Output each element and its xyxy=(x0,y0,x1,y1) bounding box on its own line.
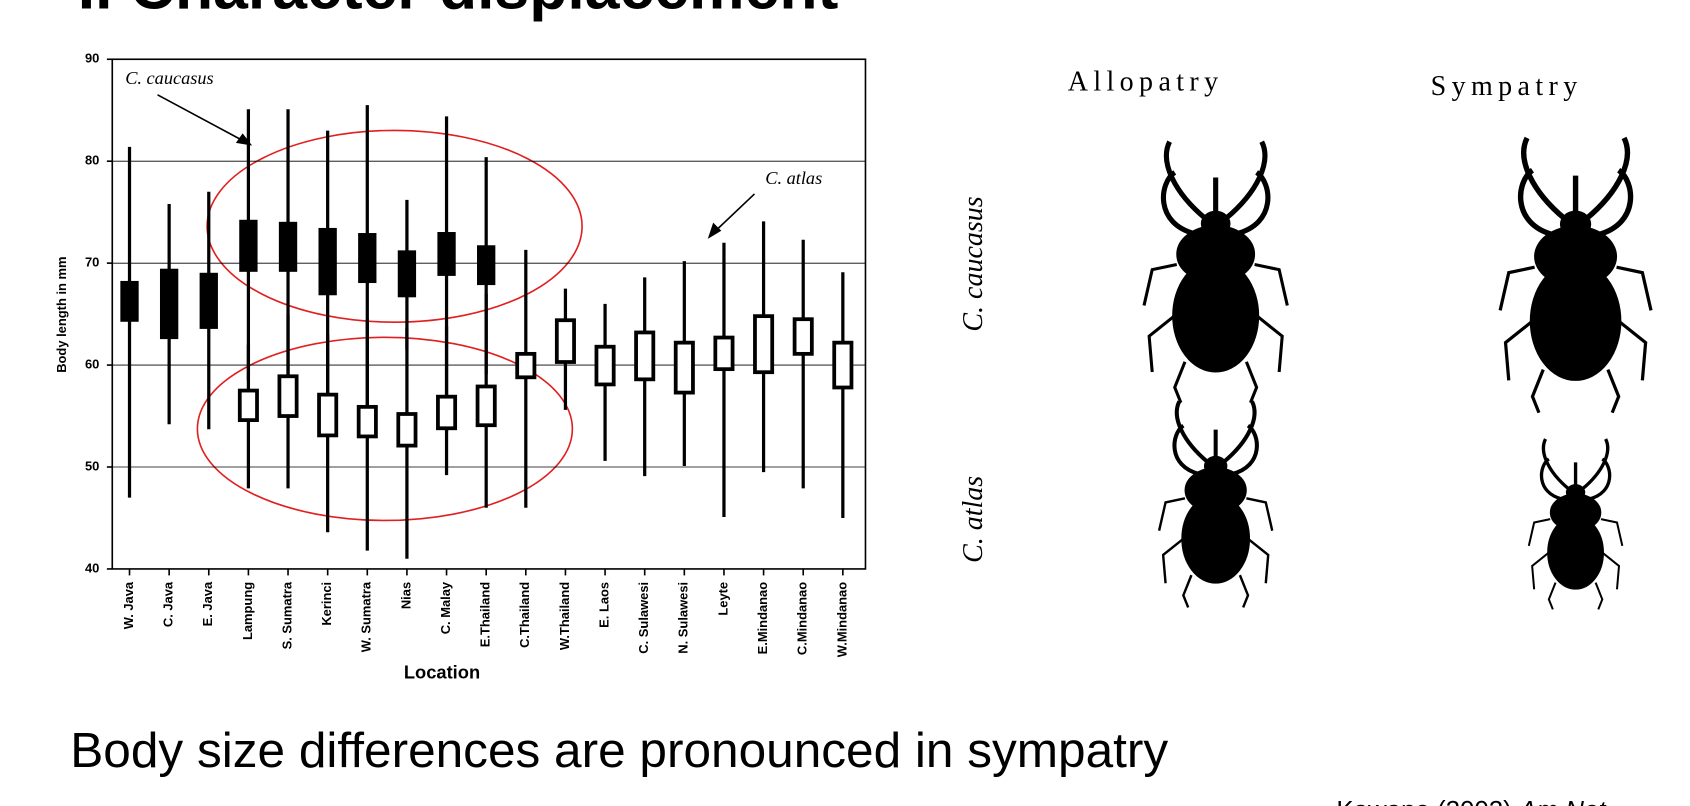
x-tick-label: Nias xyxy=(398,582,413,609)
beetle-head xyxy=(1565,484,1586,501)
beetle xyxy=(1157,400,1274,608)
box xyxy=(199,272,218,329)
y-tick-label: 60 xyxy=(85,356,99,371)
x-tick-label: S. Sumatra xyxy=(279,581,294,649)
box xyxy=(515,351,537,380)
beetle-head xyxy=(1203,455,1228,477)
box xyxy=(237,388,259,423)
box xyxy=(278,221,298,272)
y-tick-label: 50 xyxy=(85,458,99,473)
beetle-photos xyxy=(1142,136,1653,610)
box xyxy=(713,335,735,372)
x-tick-label: W. Sumatra xyxy=(359,581,374,652)
beetle-head xyxy=(1559,210,1592,238)
x-tick-label: E.Mindanao xyxy=(755,582,770,655)
y-tick-label: 70 xyxy=(85,255,99,270)
box xyxy=(277,374,299,418)
box xyxy=(437,232,456,276)
box xyxy=(832,340,854,390)
x-tick-label: C. Sulawesi xyxy=(636,582,651,654)
beetle-horns xyxy=(1517,136,1634,238)
beetle-legs xyxy=(1157,497,1274,608)
x-tick-label: N. Sulawesi xyxy=(676,582,691,654)
annotation-arrows xyxy=(157,94,756,239)
box xyxy=(792,317,814,356)
beetle-legs xyxy=(1527,518,1624,610)
row-label: C. caucasus xyxy=(958,196,989,331)
annotation: C. caucasus xyxy=(125,68,213,88)
row-label: C. atlas xyxy=(958,476,989,563)
box xyxy=(358,233,377,284)
plot-frame xyxy=(111,58,867,570)
y-tick-label: 90 xyxy=(85,51,99,66)
x-tick-label: C.Mindanao xyxy=(795,582,810,655)
x-tick-label: C. Java xyxy=(161,581,176,627)
column-label: Sympatry xyxy=(1431,71,1583,102)
box xyxy=(436,394,458,431)
box xyxy=(397,250,417,298)
beetle xyxy=(1498,136,1653,414)
annotation: C. atlas xyxy=(765,168,822,188)
beetle xyxy=(1527,438,1624,610)
box xyxy=(475,384,497,428)
beetle-legs xyxy=(1498,265,1653,414)
box xyxy=(554,318,576,364)
beetle-head xyxy=(1200,210,1231,237)
x-tick-label: W.Thailand xyxy=(557,582,572,650)
box xyxy=(239,219,258,272)
box xyxy=(753,314,775,375)
highlight-ellipse xyxy=(206,129,583,323)
x-tick-label: E.Thailand xyxy=(478,582,493,647)
box xyxy=(159,268,179,340)
x-tick-label: W.Mindanao xyxy=(834,582,849,657)
x-tick-label: E. Laos xyxy=(596,582,611,628)
beetle-horns xyxy=(1539,438,1612,501)
citation-journal: Am Nat xyxy=(1517,797,1607,806)
beetle-horns xyxy=(1172,400,1259,477)
y-tick-label: 80 xyxy=(85,153,99,168)
x-tick-label: Lampung xyxy=(240,582,255,640)
x-tick-label: E. Java xyxy=(200,581,215,626)
highlight-ellipse xyxy=(196,336,574,522)
y-tick-label: 40 xyxy=(85,560,99,575)
box xyxy=(477,245,496,286)
citation-author: Kawano (2002) xyxy=(1336,797,1511,806)
box xyxy=(356,404,378,439)
x-tick-label: C.Thailand xyxy=(517,582,532,648)
beetle-legs xyxy=(1142,263,1289,404)
x-tick-label: C. Malay xyxy=(438,581,453,634)
caption: Body size differences are pronounced in … xyxy=(70,722,1168,778)
citation: Kawano (2002) Am Nat xyxy=(1336,797,1607,806)
x-tick-label: W. Java xyxy=(121,581,136,629)
beetle xyxy=(1142,140,1289,404)
x-axis-label: Location xyxy=(404,661,480,682)
column-label: Allopatry xyxy=(1068,66,1224,97)
x-tick-label: Kerinci xyxy=(319,582,334,626)
box xyxy=(673,340,695,395)
y-axis-label: Body length in mm xyxy=(54,256,69,372)
beetle-horns xyxy=(1160,140,1271,237)
box xyxy=(317,392,339,438)
box xyxy=(634,330,656,382)
box xyxy=(318,227,337,296)
x-tick-label: Leyte xyxy=(715,582,730,616)
slide-title: I. Character displacement xyxy=(78,0,839,23)
box xyxy=(594,344,616,387)
box xyxy=(396,412,418,448)
box xyxy=(120,280,139,322)
